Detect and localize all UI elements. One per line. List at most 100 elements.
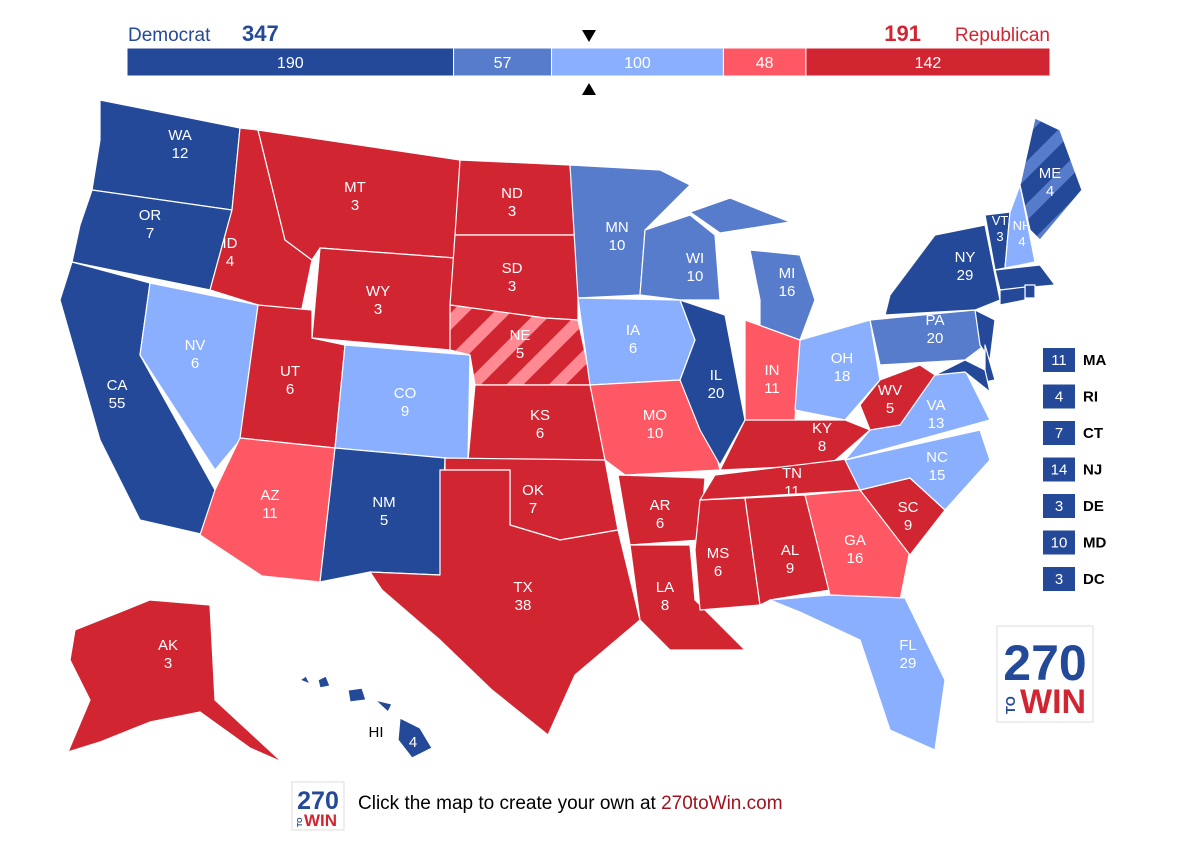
state[interactable] — [974, 309, 996, 361]
state-votes: 6 — [286, 381, 294, 398]
side-state-box[interactable] — [1043, 457, 1075, 482]
state-abbr: TN — [782, 465, 802, 482]
state-abbr: CT — [1083, 425, 1103, 442]
state-abbr: IN — [765, 362, 780, 379]
state-votes: 4 — [1018, 234, 1025, 249]
state[interactable] — [794, 319, 881, 421]
side-state-box[interactable] — [1043, 421, 1075, 445]
state[interactable] — [859, 364, 936, 431]
state-abbr: AR — [650, 497, 671, 514]
state-abbr: RI — [1083, 389, 1098, 406]
state[interactable] — [1004, 184, 1036, 269]
state-abbr: NY — [955, 249, 976, 266]
state-votes: 3 — [164, 655, 172, 672]
state-abbr: OH — [831, 350, 854, 367]
state-votes: 12 — [172, 145, 189, 162]
footer-logo[interactable]: 270 TO WIN — [291, 781, 345, 831]
state-abbr: WY — [366, 283, 390, 300]
bar-segment-label: 190 — [277, 55, 304, 72]
state[interactable] — [999, 286, 1026, 306]
bar-segment — [805, 47, 1051, 77]
state[interactable] — [694, 497, 761, 611]
state-votes: 3 — [508, 203, 516, 220]
state-abbr: WI — [686, 250, 704, 267]
state-abbr: WA — [168, 127, 192, 144]
state[interactable] — [679, 299, 746, 466]
state[interactable] — [884, 224, 1001, 316]
state-votes: 7 — [1055, 425, 1063, 442]
side-state-box[interactable] — [1043, 384, 1075, 409]
state[interactable] — [639, 214, 721, 301]
state[interactable] — [369, 469, 641, 736]
logo-number: 270 — [1003, 635, 1086, 691]
footer-text: Click the map to create your own at 270t… — [358, 793, 783, 814]
state-abbr: DC — [1083, 571, 1105, 588]
state[interactable] — [71, 189, 233, 291]
state[interactable] — [769, 594, 946, 751]
state-votes: 11 — [1051, 352, 1067, 369]
state-votes: 20 — [708, 385, 725, 402]
state-votes: 29 — [957, 267, 974, 284]
side-state-box[interactable] — [1043, 348, 1075, 372]
bar-segment-label: 100 — [624, 55, 651, 72]
side-state-box[interactable] — [1043, 530, 1075, 555]
state-votes: 10 — [1051, 535, 1068, 552]
state[interactable] — [934, 359, 991, 393]
state-votes: 6 — [191, 355, 199, 372]
state-votes: 10 — [687, 268, 704, 285]
state-abbr: NE — [510, 327, 531, 344]
state-votes: 29 — [900, 655, 917, 672]
state-votes: 9 — [904, 517, 912, 534]
state-votes: 55 — [109, 395, 126, 412]
logo[interactable]: 270 TO WIN — [996, 625, 1094, 723]
state[interactable] — [1024, 284, 1036, 299]
state-abbr: ID — [223, 235, 238, 252]
state-votes: 6 — [714, 563, 722, 580]
state-votes: 11 — [764, 380, 780, 397]
state[interactable] — [804, 489, 911, 601]
state-votes: 3 — [508, 278, 516, 295]
state-abbr: VT — [992, 213, 1009, 228]
state-abbr: HI — [369, 724, 384, 741]
state[interactable] — [629, 544, 746, 651]
state[interactable] — [984, 344, 996, 383]
bar-segment — [126, 47, 455, 77]
state-abbr: DE — [1083, 498, 1104, 515]
state[interactable] — [397, 717, 433, 759]
state[interactable] — [347, 687, 367, 703]
midpoint-marker — [582, 83, 596, 95]
state[interactable] — [994, 264, 1056, 291]
state[interactable] — [744, 494, 831, 606]
state[interactable] — [1019, 117, 1083, 241]
state-votes: 8 — [661, 597, 669, 614]
republican-total: 191 — [884, 21, 921, 46]
state-abbr: MD — [1083, 535, 1106, 552]
state-votes: 3 — [996, 229, 1003, 244]
state[interactable] — [67, 599, 283, 763]
state[interactable] — [869, 309, 986, 366]
state[interactable] — [374, 699, 393, 713]
state[interactable] — [317, 675, 331, 689]
state-votes: 8 — [818, 438, 826, 455]
state-abbr: KY — [812, 420, 832, 437]
state-abbr: FL — [899, 637, 917, 654]
state-abbr: CA — [107, 377, 128, 394]
state-votes: 18 — [834, 368, 851, 385]
state[interactable] — [299, 675, 311, 685]
side-state-box[interactable] — [1043, 567, 1075, 591]
state-votes: 6 — [629, 340, 637, 357]
bar-segment-label: 57 — [494, 55, 512, 72]
side-state-box[interactable] — [1043, 494, 1075, 518]
state[interactable] — [689, 197, 791, 234]
state-votes: 9 — [786, 560, 794, 577]
logo-win: WIN — [1020, 683, 1086, 721]
footer-link[interactable]: 270toWin.com — [661, 793, 782, 814]
republican-label: Republican — [955, 25, 1050, 46]
state-abbr: KS — [530, 407, 550, 424]
state-abbr: MI — [779, 265, 796, 282]
logo-frame — [291, 781, 345, 831]
state[interactable] — [844, 429, 991, 511]
logo-to: TO — [297, 817, 304, 827]
state[interactable] — [139, 282, 259, 471]
